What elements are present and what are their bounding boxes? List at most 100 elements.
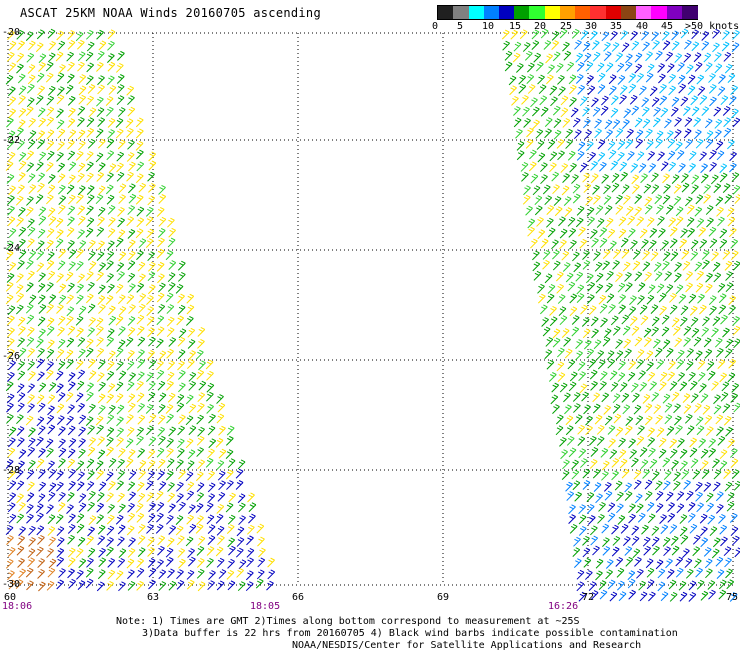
wind-barb [218, 448, 227, 459]
wind-barb [730, 458, 739, 468]
wind-barb [607, 502, 616, 513]
wind-barb [17, 370, 26, 381]
wind-barb [117, 294, 126, 305]
wind-barb [711, 251, 719, 262]
wind-barb [85, 578, 94, 589]
wind-barb [107, 75, 115, 86]
wind-barb [168, 580, 177, 591]
wind-barb [569, 523, 578, 534]
wind-barb [147, 350, 155, 360]
wind-barb [718, 293, 727, 304]
wind-barb [690, 239, 699, 250]
wind-barb [575, 339, 583, 349]
wind-barb [76, 283, 84, 294]
wind-barb [156, 248, 165, 259]
wind-barb [581, 391, 589, 402]
wind-barb [685, 360, 694, 371]
wind-barb [731, 382, 740, 393]
wind-barb [58, 283, 67, 294]
wind-barb [536, 217, 544, 227]
wind-barb [713, 183, 722, 194]
wind-barb [631, 525, 640, 536]
wind-barb [188, 556, 196, 567]
wind-barb [693, 117, 701, 127]
wind-barb [719, 449, 728, 460]
wind-barb [673, 415, 682, 426]
wind-barb [674, 337, 682, 348]
wind-barb [647, 437, 655, 447]
wind-barb [584, 570, 593, 580]
wind-barb [645, 72, 654, 83]
wind-barb [66, 306, 75, 317]
wind-barb [67, 95, 76, 106]
wind-barb [542, 249, 551, 260]
wind-barb [197, 581, 206, 592]
wind-barb [628, 73, 637, 83]
wind-barb [569, 162, 577, 173]
wind-barb [623, 108, 632, 119]
wind-barb [47, 424, 56, 435]
wind-barb [577, 436, 586, 447]
wind-barb [137, 523, 146, 534]
wind-barb [549, 85, 558, 96]
lat-label: -26 [2, 351, 21, 362]
wind-barb [528, 161, 537, 172]
wind-barb [618, 294, 627, 304]
wind-barb [621, 468, 630, 479]
wind-barb [578, 514, 587, 525]
wind-barb [95, 128, 104, 139]
wind-barb [47, 514, 56, 525]
wind-barb [56, 526, 65, 537]
wind-barb [594, 261, 603, 272]
wind-barb [705, 272, 713, 283]
wind-barb [634, 117, 643, 128]
wind-barb [56, 383, 64, 394]
wind-barb [596, 436, 605, 446]
wind-barb [217, 535, 225, 546]
wind-barb [576, 150, 585, 161]
wind-barb [46, 228, 55, 238]
wind-barb [46, 106, 55, 117]
lon-label: 60 [4, 592, 17, 603]
wind-barb [605, 217, 614, 228]
wind-barb [715, 196, 724, 207]
wind-barb [729, 151, 737, 162]
wind-barb [652, 117, 661, 128]
wind-barb [632, 392, 640, 403]
wind-barb [630, 30, 638, 41]
wind-barb [77, 580, 86, 590]
wind-barb [589, 369, 598, 380]
wind-barb [176, 481, 184, 492]
wind-barb [531, 29, 540, 40]
wind-barb [168, 227, 176, 238]
wind-barb [155, 490, 164, 501]
wind-barb [106, 446, 114, 457]
wind-barb [673, 183, 682, 194]
wind-barb [608, 438, 616, 449]
wind-barb [703, 482, 712, 492]
wind-barb [644, 491, 653, 501]
wind-barb [96, 469, 104, 480]
wind-barb [634, 271, 643, 282]
wind-barb [26, 83, 35, 94]
wind-barb [647, 513, 656, 524]
wind-barb [145, 480, 154, 491]
wind-barb [722, 327, 730, 338]
wind-barb [216, 580, 225, 591]
wind-barb [542, 259, 550, 270]
wind-barb [535, 61, 544, 72]
wind-barb [37, 85, 46, 96]
wind-barb [694, 350, 703, 361]
wind-barb [649, 458, 658, 469]
wind-barb [684, 413, 693, 424]
wind-barb [582, 328, 591, 339]
wind-barb [46, 194, 54, 205]
wind-barb [626, 128, 634, 139]
wind-barb [137, 303, 146, 314]
wind-barb [680, 460, 688, 471]
wind-barb [703, 337, 712, 348]
legend-swatch [498, 6, 515, 19]
wind-barb [718, 514, 726, 524]
wind-barb [37, 402, 46, 413]
wind-barb [178, 469, 186, 480]
